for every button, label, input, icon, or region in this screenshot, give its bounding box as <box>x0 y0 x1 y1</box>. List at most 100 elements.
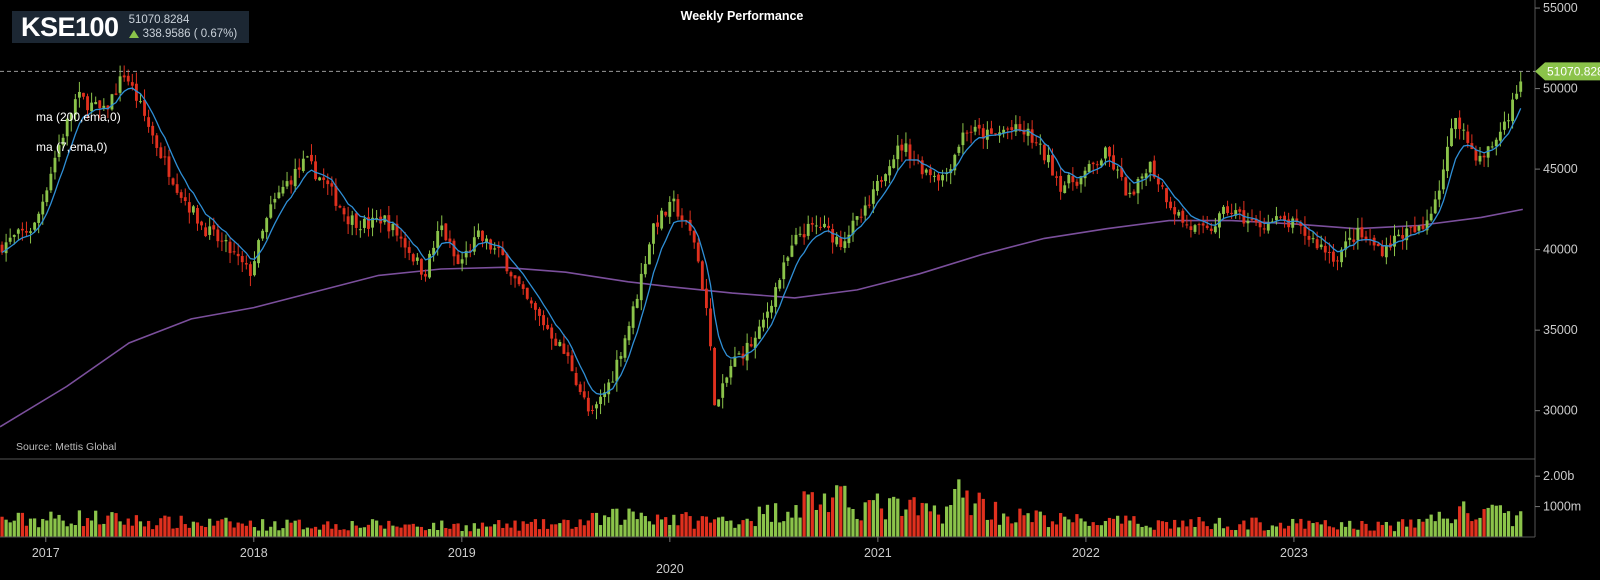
volume-bar <box>134 515 139 537</box>
volume-bar <box>945 506 949 537</box>
candle-body <box>45 190 49 203</box>
volume-bar <box>1506 511 1511 537</box>
volume-bar <box>224 517 228 537</box>
volume-bar <box>696 520 700 537</box>
volume-bar <box>1217 517 1222 537</box>
candle-body <box>257 240 260 264</box>
volume-bar <box>20 512 25 537</box>
volume-bar <box>228 521 232 537</box>
candle-body <box>823 223 826 228</box>
volume-bar <box>1401 519 1405 537</box>
candle-body <box>1067 174 1071 184</box>
volume-bar <box>1441 518 1445 537</box>
candle-body <box>709 308 712 347</box>
candle-body <box>603 392 607 397</box>
candle-body <box>529 300 533 304</box>
indicator-ma7-label[interactable]: ma (7,ema,0) <box>36 140 108 154</box>
volume-bar <box>912 497 916 537</box>
volume-bar <box>277 530 281 537</box>
candle-body <box>65 118 69 137</box>
candle-body <box>721 383 725 398</box>
source-label: Source: Mettis Global <box>16 441 117 453</box>
volume-bar <box>977 492 981 537</box>
volume-bar <box>554 524 558 537</box>
candle-body <box>1364 236 1368 240</box>
indicator-ma200-label[interactable]: ma (200,ema,0) <box>36 110 121 124</box>
volume-bar <box>525 523 529 537</box>
candle-body <box>1519 81 1523 92</box>
candle-body <box>521 284 525 289</box>
volume-bar <box>749 521 753 537</box>
candle-body <box>191 206 195 213</box>
volume-bar <box>1360 520 1364 537</box>
candle-body <box>244 263 248 265</box>
volume-bar <box>1095 525 1099 537</box>
candle-body <box>1213 226 1217 233</box>
volume-bar <box>578 519 582 537</box>
volume-bar <box>142 526 147 537</box>
candle-body <box>505 253 509 272</box>
volume-bar <box>232 527 236 537</box>
volume-bar <box>61 520 65 537</box>
volume-bar <box>244 525 248 537</box>
candle-body <box>444 223 448 241</box>
candle-body <box>200 221 203 226</box>
candle-body <box>472 237 476 252</box>
candle-body <box>220 240 224 242</box>
candle-body <box>1344 241 1348 250</box>
candle-body <box>1234 210 1238 216</box>
candle-body <box>1230 212 1234 214</box>
candle-body <box>314 161 317 180</box>
candle-body <box>1128 192 1132 195</box>
candle-body <box>102 105 106 108</box>
candle-body <box>725 377 729 383</box>
x-tick-label: 2022 <box>1072 546 1100 560</box>
candle-body <box>1209 228 1213 231</box>
candle-body <box>428 253 431 278</box>
candle-body <box>1429 213 1433 221</box>
volume-bar <box>476 528 481 537</box>
candle-body <box>1136 178 1140 194</box>
candle-body <box>753 337 757 349</box>
candle-body <box>269 204 273 218</box>
volume-bar <box>733 527 737 537</box>
candle-body <box>338 205 342 208</box>
volume-bar <box>1307 520 1311 537</box>
volume-bar <box>1103 521 1108 537</box>
volume-bar <box>765 504 770 537</box>
volume-bar <box>383 528 387 537</box>
candle-body <box>367 217 370 229</box>
candle-body <box>513 275 517 279</box>
volume-bar <box>790 517 794 537</box>
candle-body <box>1018 124 1022 131</box>
candle-body <box>1446 146 1449 172</box>
volume-bar <box>1116 515 1120 537</box>
volume-bar <box>1071 522 1075 537</box>
volume-bar <box>761 514 766 537</box>
volume-bar <box>1083 521 1087 537</box>
volume-bar <box>1050 521 1055 537</box>
candle-body <box>69 113 73 121</box>
candle-body <box>358 229 362 231</box>
volume-bar <box>672 514 676 537</box>
candle-body <box>590 409 594 411</box>
candle-body <box>1185 224 1189 226</box>
candle-body <box>627 326 631 341</box>
candle-body <box>497 246 501 249</box>
candle-body <box>1323 245 1327 253</box>
candle-body <box>680 215 684 221</box>
candle-body <box>790 245 794 257</box>
candle-body <box>1010 127 1014 131</box>
volume-bar <box>1111 518 1116 537</box>
volume-bar <box>106 515 110 537</box>
volume-bar <box>167 516 171 537</box>
candle-body <box>1352 239 1356 242</box>
volume-bar <box>855 518 859 537</box>
volume-bar <box>1132 516 1136 537</box>
volume-bar <box>1006 516 1010 537</box>
volume-bar <box>1136 523 1140 537</box>
candle-body <box>1014 124 1018 132</box>
volume-bar <box>774 503 778 537</box>
candle-body <box>631 306 635 328</box>
